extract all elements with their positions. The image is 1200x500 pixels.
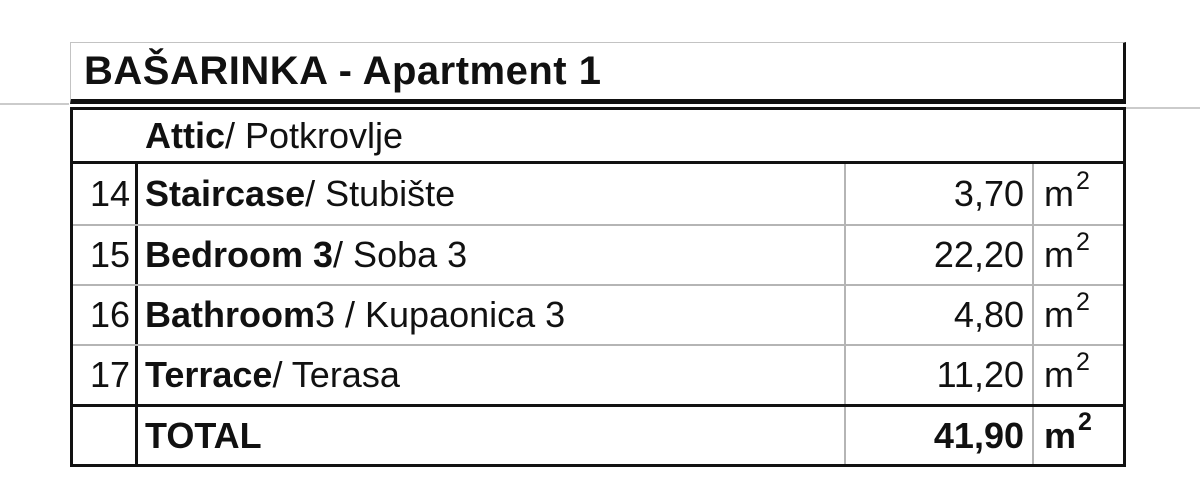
room-name-en: Staircase	[145, 173, 306, 214]
room-name-hr: / Terasa	[272, 354, 400, 395]
room-name-en: Bathroom	[145, 294, 315, 335]
unit-base: m	[1044, 234, 1074, 275]
total-number-cell	[73, 407, 138, 464]
section-name-hr: / Potkrovlje	[225, 114, 404, 156]
room-name-cell: Bathroom 3 / Kupaonica 3	[138, 286, 844, 344]
area-table: Attic / Potkrovlje 14 Staircase / Stubiš…	[70, 107, 1126, 467]
area-value: 3,70	[844, 164, 1032, 224]
room-name-hr: / Soba 3	[333, 234, 468, 275]
unit-superscript: 2	[1076, 227, 1090, 256]
unit-base: m	[1044, 354, 1074, 395]
spreadsheet-gridline-left	[0, 103, 69, 105]
room-name-en: Bedroom 3	[145, 234, 334, 275]
room-name-en: Terrace	[145, 354, 273, 395]
area-value: 4,80	[844, 286, 1032, 344]
unit-superscript: 2	[1078, 408, 1092, 436]
row-number: 14	[73, 164, 138, 224]
room-name-hr: 3 / Kupaonica 3	[315, 294, 566, 335]
section-name-en: Attic	[145, 114, 225, 156]
unit-superscript: 2	[1076, 166, 1090, 195]
row-number: 15	[73, 226, 138, 284]
unit-base: m	[1044, 294, 1074, 335]
table-title-cell: BAŠARINKA - Apartment 1	[70, 42, 1126, 104]
total-value: 41,90	[844, 407, 1032, 464]
section-header-row: Attic / Potkrovlje	[73, 110, 1123, 164]
room-name-cell: Terrace / Terasa	[138, 346, 844, 404]
row-number: 16	[73, 286, 138, 344]
unit-superscript: 2	[1076, 287, 1090, 316]
total-label: TOTAL	[145, 414, 262, 456]
room-name-cell: Staircase / Stubište	[138, 164, 844, 224]
room-name-hr: / Stubište	[305, 173, 456, 214]
unit-base: m	[1044, 173, 1074, 214]
row-number: 17	[73, 346, 138, 404]
spreadsheet-gridline-right	[1126, 107, 1200, 109]
unit-superscript: 2	[1076, 347, 1090, 376]
area-value: 11,20	[844, 346, 1032, 404]
area-value: 22,20	[844, 226, 1032, 284]
page-title: BAŠARINKA - Apartment 1	[84, 48, 602, 93]
room-name-cell: Bedroom 3 / Soba 3	[138, 226, 844, 284]
unit-base: m	[1044, 414, 1077, 456]
